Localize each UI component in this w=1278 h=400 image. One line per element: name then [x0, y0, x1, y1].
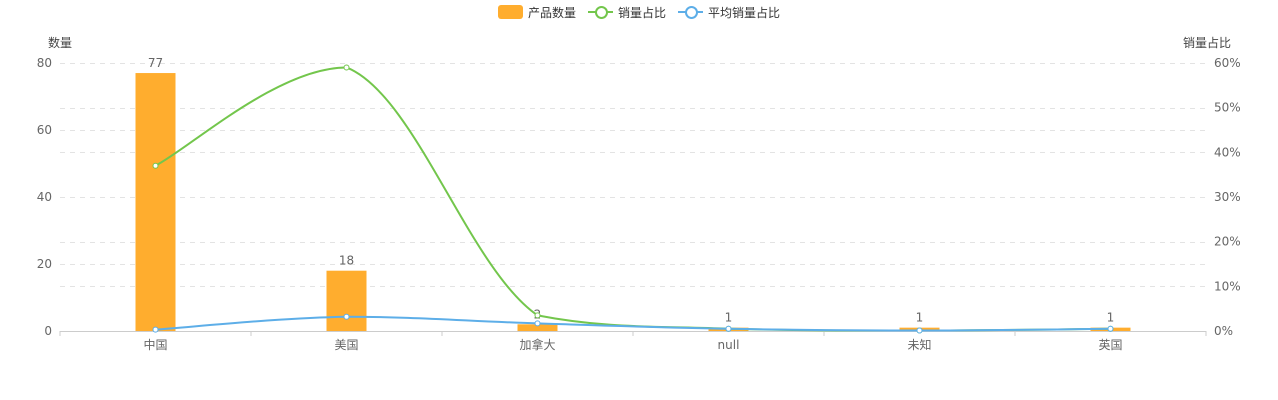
line-point: [1107, 325, 1114, 332]
left-axis-tick-label: 80: [37, 56, 52, 70]
line-point: [725, 325, 732, 332]
right-axis-tick-label: 10%: [1214, 279, 1241, 293]
bar-value-label: 1: [725, 311, 733, 325]
legend-bar-swatch: [497, 5, 523, 19]
line-point: [534, 312, 541, 319]
legend-line-swatch: [678, 5, 703, 19]
left-axis-tick-label: 60: [37, 123, 52, 137]
legend-item-product-count[interactable]: 产品数量: [497, 4, 576, 21]
legend-label: 平均销量占比: [708, 5, 781, 20]
right-axis-tick-label: 30%: [1214, 190, 1241, 204]
right-axis-tick-label: 0%: [1214, 324, 1233, 338]
legend-item-sales-share[interactable]: 销量占比: [587, 4, 666, 21]
bar-value-label: 1: [1107, 311, 1115, 325]
x-axis-category-label: 中国: [143, 337, 167, 352]
sales-share-line: [155, 66, 1111, 332]
right-axis-tick-label: 60%: [1214, 56, 1241, 70]
line-point: [916, 327, 923, 334]
bar: [326, 270, 367, 331]
line-point: [343, 313, 350, 320]
right-axis-tick-label: 20%: [1214, 235, 1241, 249]
bar-value-label: 1: [916, 311, 924, 325]
bar-value-label: 18: [339, 254, 354, 268]
x-axis-category-label: 英国: [1098, 338, 1122, 352]
left-axis-tick-label: 0: [44, 324, 52, 338]
line-point: [152, 326, 159, 333]
legend-label: 销量占比: [617, 5, 666, 20]
left-axis-tick-label: 20: [37, 257, 52, 271]
right-axis-title: 销量占比: [1183, 36, 1232, 50]
avg-sales-share-line: [155, 315, 1111, 332]
legend-line-swatch: [587, 5, 613, 19]
bar-value-label: 77: [148, 56, 163, 70]
x-axis-category-label: 美国: [334, 338, 358, 352]
line-point: [152, 162, 159, 169]
left-axis-tick-label: 40: [37, 190, 52, 204]
legend-item-avg-sales-share[interactable]: 平均销量占比: [678, 4, 780, 21]
line-point: [534, 320, 541, 327]
bar: [135, 73, 176, 332]
x-axis-category-label: null: [718, 338, 740, 352]
bar: [517, 324, 558, 331]
x-axis-category-label: 未知: [907, 338, 931, 352]
left-axis-title: 数量: [48, 36, 73, 50]
right-axis-tick-label: 40%: [1214, 145, 1241, 159]
right-axis-tick-label: 50%: [1214, 101, 1241, 115]
line-point: [343, 64, 350, 71]
chart-legend: 产品数量 销量占比 平均销量占比: [0, 3, 1278, 21]
x-axis-category-label: 加拿大: [519, 337, 555, 352]
legend-label: 产品数量: [527, 5, 576, 20]
